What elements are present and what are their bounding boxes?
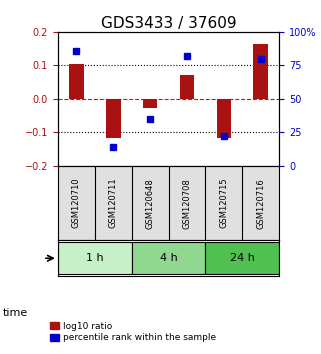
Text: GSM120710: GSM120710 xyxy=(72,178,81,228)
Text: GSM120708: GSM120708 xyxy=(182,178,192,229)
FancyBboxPatch shape xyxy=(205,242,279,274)
Title: GDS3433 / 37609: GDS3433 / 37609 xyxy=(101,16,236,31)
Text: GSM120715: GSM120715 xyxy=(219,178,229,228)
Bar xyxy=(216,99,231,138)
Bar xyxy=(106,99,120,138)
Text: GSM120711: GSM120711 xyxy=(108,178,118,228)
Text: GSM120716: GSM120716 xyxy=(256,178,265,229)
FancyBboxPatch shape xyxy=(58,242,132,274)
Legend: log10 ratio, percentile rank within the sample: log10 ratio, percentile rank within the … xyxy=(46,318,220,346)
Text: GSM120648: GSM120648 xyxy=(145,178,155,229)
FancyBboxPatch shape xyxy=(132,242,205,274)
Text: 24 h: 24 h xyxy=(230,253,255,263)
Text: 1 h: 1 h xyxy=(86,253,103,263)
Bar xyxy=(143,99,157,108)
Bar xyxy=(69,64,83,99)
Text: time: time xyxy=(3,308,29,318)
Bar xyxy=(253,44,268,99)
Bar xyxy=(179,75,194,99)
Text: 4 h: 4 h xyxy=(160,253,178,263)
